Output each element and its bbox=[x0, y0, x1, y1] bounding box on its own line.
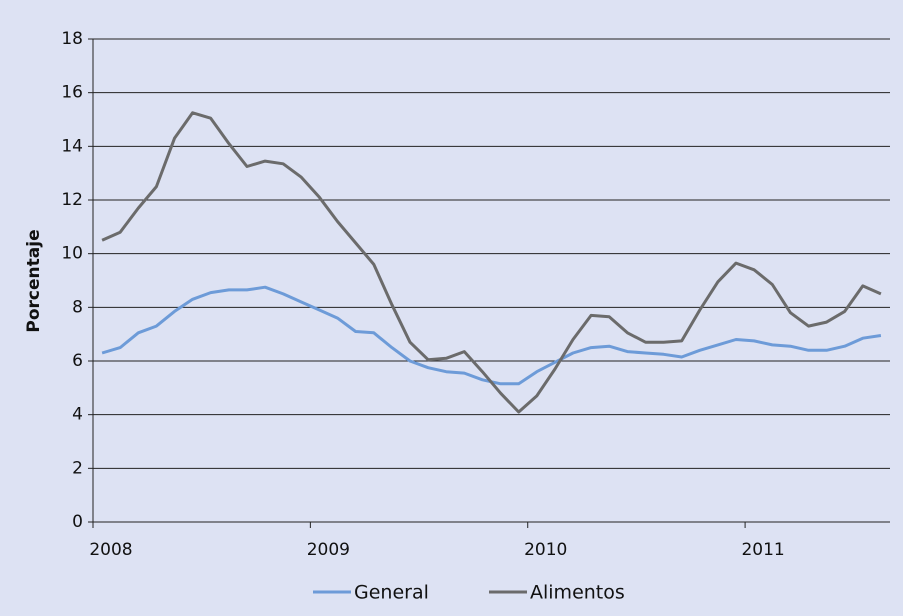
x-tick-label: 2011 bbox=[741, 540, 784, 560]
y-tick-label: 12 bbox=[61, 190, 83, 210]
y-tick-label: 18 bbox=[61, 29, 83, 49]
y-tick-label: 16 bbox=[61, 83, 83, 103]
x-tick-label: 2009 bbox=[307, 540, 350, 560]
y-tick-label: 6 bbox=[72, 351, 83, 371]
y-tick-label: 8 bbox=[72, 297, 83, 317]
y-axis-label: Porcentaje bbox=[24, 229, 44, 332]
x-tick-label: 2008 bbox=[89, 540, 132, 560]
x-tick-label: 2010 bbox=[524, 540, 567, 560]
y-tick-label: 4 bbox=[72, 405, 83, 425]
y-tick-label: 2 bbox=[72, 458, 83, 478]
legend-label: General bbox=[354, 582, 429, 604]
series-line bbox=[101, 111, 882, 414]
y-tick-label: 10 bbox=[61, 244, 83, 264]
y-tick-label: 14 bbox=[61, 136, 83, 156]
y-tick-label: 0 bbox=[72, 512, 83, 532]
legend-label: Alimentos bbox=[530, 582, 625, 604]
